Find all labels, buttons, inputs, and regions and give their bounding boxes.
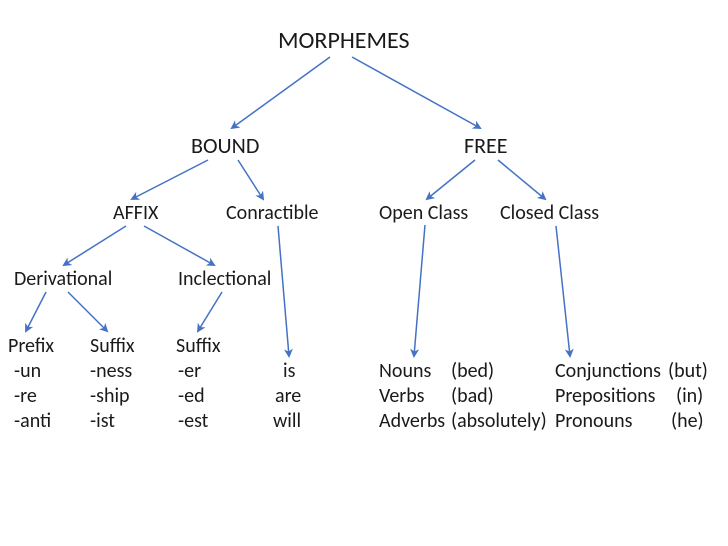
edge-12 <box>414 225 425 356</box>
node-re: -re <box>14 384 37 408</box>
node-est: -est <box>178 409 208 433</box>
edge-10 <box>198 292 222 331</box>
node-absolutely: (absolutely) <box>451 409 547 433</box>
node-is: is <box>283 359 295 383</box>
edge-13 <box>556 226 570 356</box>
node-open: Open Class <box>379 201 468 225</box>
node-affix: AFFIX <box>113 201 158 225</box>
edge-11 <box>278 226 289 356</box>
node-derivational: Derivational <box>14 267 112 291</box>
node-pron: Pronouns <box>555 409 632 433</box>
edge-5 <box>498 160 545 199</box>
edge-0 <box>232 57 330 128</box>
node-suffix2: Suffix <box>176 334 221 358</box>
edge-2 <box>132 160 208 199</box>
node-but: (but) <box>668 359 708 383</box>
node-ship: -ship <box>90 384 130 408</box>
node-ist: -ist <box>90 409 115 433</box>
edge-9 <box>68 292 107 331</box>
node-he: (he) <box>671 409 704 433</box>
edge-1 <box>352 57 480 128</box>
node-root: MORPHEMES <box>278 26 410 55</box>
node-un: -un <box>14 359 41 383</box>
node-contractible: Conractible <box>226 201 319 225</box>
node-will: will <box>273 409 301 433</box>
node-bad: (bad) <box>451 384 494 408</box>
node-nouns: Nouns <box>379 359 431 383</box>
node-ness: -ness <box>90 359 132 383</box>
node-closed: Closed Class <box>500 201 599 225</box>
edge-3 <box>238 160 263 199</box>
edge-7 <box>144 226 214 265</box>
node-in: (in) <box>676 384 703 408</box>
node-verbs: Verbs <box>379 384 425 408</box>
node-free: FREE <box>464 132 508 159</box>
node-er: -er <box>178 359 201 383</box>
node-bound: BOUND <box>191 132 259 159</box>
node-prep: Prepositions <box>555 384 655 408</box>
node-anti: -anti <box>14 409 51 433</box>
node-prefix: Prefix <box>8 334 54 358</box>
node-are: are <box>275 384 301 408</box>
edge-6 <box>64 226 126 265</box>
node-ed: -ed <box>178 384 205 408</box>
node-bed: (bed) <box>451 359 494 383</box>
node-conj: Conjunctions <box>555 359 661 383</box>
edge-4 <box>427 160 475 199</box>
node-inflectional: Inclectional <box>178 267 271 291</box>
node-adverbs: Adverbs <box>379 409 445 433</box>
node-suffix1: Suffix <box>90 334 135 358</box>
edge-8 <box>26 292 46 331</box>
